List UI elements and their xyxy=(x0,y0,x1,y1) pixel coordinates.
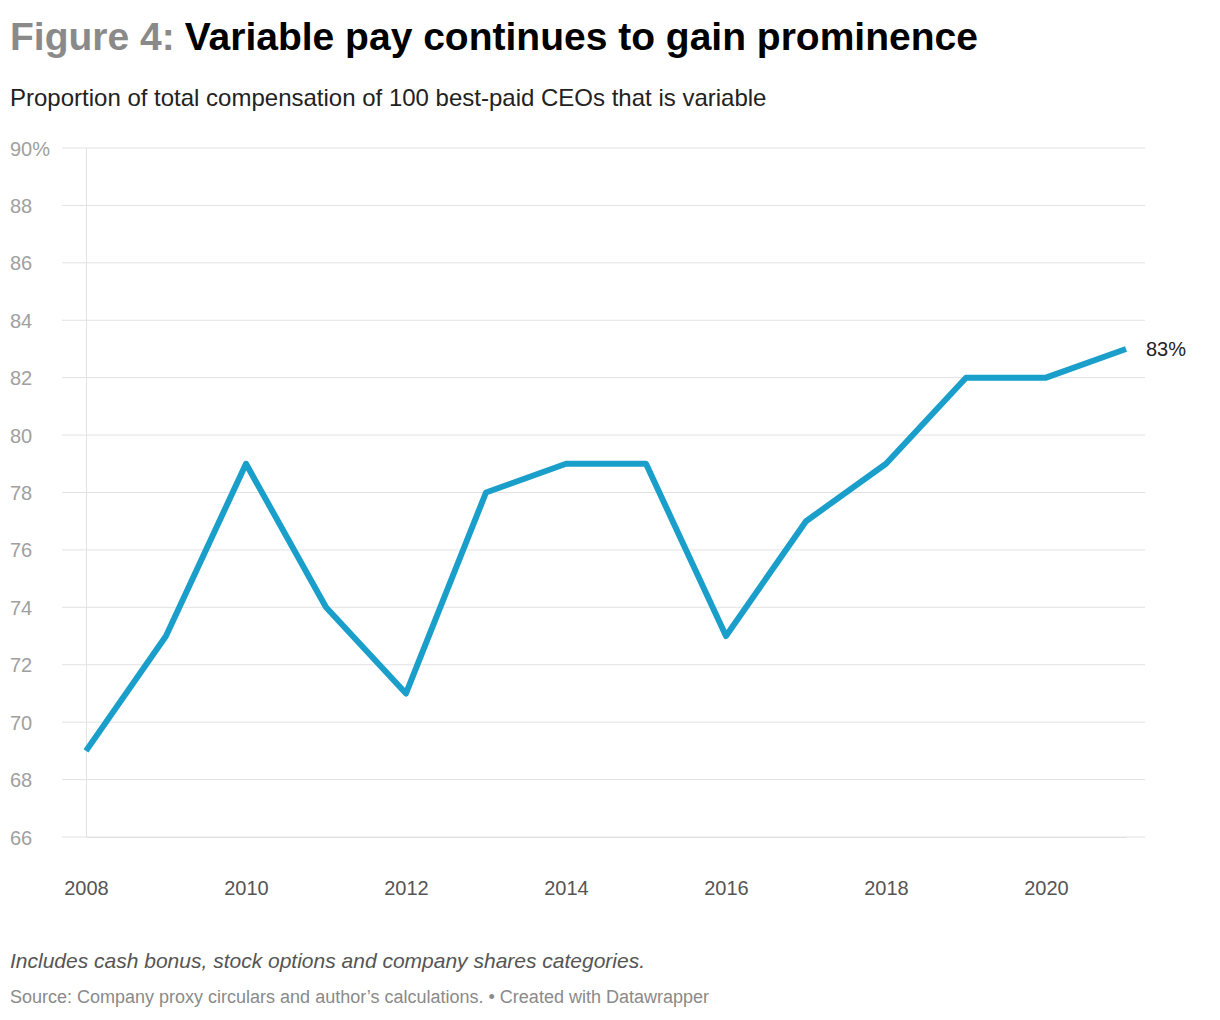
y-tick-label: 66 xyxy=(10,827,32,849)
y-tick-label: 84 xyxy=(10,310,32,332)
plot-area xyxy=(86,349,1126,751)
y-tick: 68 xyxy=(10,769,86,791)
y-tick: 88 xyxy=(10,195,86,217)
value-labels: 83% xyxy=(1146,338,1186,360)
y-tick-label: 90% xyxy=(10,138,50,160)
x-tick: 2020 xyxy=(1024,837,1069,899)
x-axis: 2008 2010 2012 2014 2016 2018 2020 xyxy=(64,837,1126,899)
grid-line xyxy=(62,779,1145,780)
y-tick-label: 68 xyxy=(10,769,32,791)
x-tick: 2018 xyxy=(864,837,909,899)
y-tick-label: 82 xyxy=(10,367,32,389)
y-tick-label: 76 xyxy=(10,539,32,561)
grid-line xyxy=(62,148,1145,149)
y-tick: 84 xyxy=(10,310,86,332)
y-tick-label: 86 xyxy=(10,252,32,274)
y-tick: 74 xyxy=(10,597,86,619)
x-tick-label: 2020 xyxy=(1024,877,1069,899)
x-tick: 2008 xyxy=(64,837,109,899)
grid-line xyxy=(62,664,1145,665)
y-tick: 78 xyxy=(10,482,86,504)
x-tick-label: 2014 xyxy=(544,877,589,899)
y-tick: 76 xyxy=(10,539,86,561)
y-tick-label: 88 xyxy=(10,195,32,217)
title-text: Variable pay continues to gain prominenc… xyxy=(185,15,978,58)
y-tick: 80 xyxy=(10,425,86,447)
x-tick: 2012 xyxy=(384,837,429,899)
title-label: Figure 4: xyxy=(10,15,175,58)
y-tick: 66 xyxy=(10,827,86,849)
grid-line xyxy=(62,837,1145,838)
y-tick-label: 72 xyxy=(10,654,32,676)
grid-line xyxy=(62,435,1145,436)
grid-line xyxy=(62,205,1145,206)
x-tick: 2010 xyxy=(224,837,269,899)
y-tick-label: 70 xyxy=(10,712,32,734)
subtitle: Proportion of total compensation of 100 … xyxy=(10,84,766,111)
grid-line xyxy=(62,262,1145,263)
x-tick-label: 2010 xyxy=(224,877,269,899)
y-tick: 90% xyxy=(10,138,86,160)
note: Includes cash bonus, stock options and c… xyxy=(10,949,645,972)
source: Source: Company proxy circulars and auth… xyxy=(10,987,709,1007)
x-tick-label: 2012 xyxy=(384,877,429,899)
y-tick-label: 74 xyxy=(10,597,32,619)
grid xyxy=(62,148,1145,837)
chart: Figure 4:Variable pay continues to gain … xyxy=(0,0,1220,1020)
x-tick: 2016 xyxy=(704,837,749,899)
y-axis: 66 68 70 72 74 76 78 80 82 84 86 88 90% xyxy=(10,138,87,849)
value-label: 83% xyxy=(1146,338,1186,360)
y-tick: 86 xyxy=(10,252,86,274)
grid-line xyxy=(62,549,1145,550)
grid-line xyxy=(62,722,1145,723)
x-axis-line xyxy=(87,837,1127,838)
grid-line xyxy=(62,492,1145,493)
x-tick-label: 2008 xyxy=(64,877,109,899)
title: Figure 4:Variable pay continues to gain … xyxy=(10,15,978,58)
x-tick-label: 2018 xyxy=(864,877,909,899)
grid-line xyxy=(62,320,1145,321)
y-tick-label: 80 xyxy=(10,425,32,447)
x-tick: 2014 xyxy=(544,837,589,899)
y-tick: 72 xyxy=(10,654,86,676)
y-tick: 70 xyxy=(10,712,86,734)
y-tick: 82 xyxy=(10,367,86,389)
line xyxy=(86,349,1126,751)
y-tick-label: 78 xyxy=(10,482,32,504)
y-axis-line xyxy=(86,149,87,838)
x-tick-label: 2016 xyxy=(704,877,749,899)
grid-line xyxy=(62,607,1145,608)
